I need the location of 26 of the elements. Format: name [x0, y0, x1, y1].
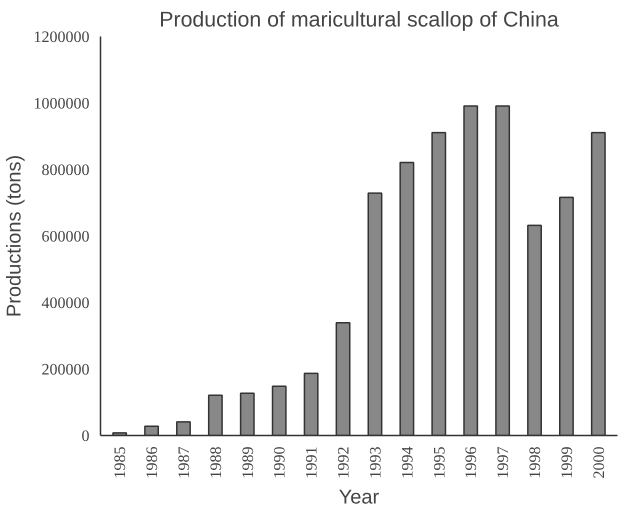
x-tick-label: 1997: [495, 446, 512, 478]
x-tick-label: 1986: [144, 446, 162, 478]
x-tick-label: 2000: [590, 446, 608, 478]
y-tick-label: 1200000: [34, 29, 90, 46]
y-tick-label: 800000: [42, 162, 90, 179]
x-tick-label: 1999: [558, 446, 576, 478]
x-tick-label: 1985: [112, 446, 130, 478]
x-tick-label: 1994: [399, 446, 416, 478]
x-tick-label: 1993: [367, 446, 384, 478]
x-axis-title: Year: [338, 486, 380, 508]
x-tick-label: 1998: [527, 446, 544, 478]
x-tick-label: 1992: [336, 446, 353, 478]
y-tick-label: 600000: [42, 228, 90, 246]
y-tick-label: 400000: [42, 295, 90, 312]
x-tick-label: 1988: [208, 446, 225, 478]
y-tick-label: 200000: [42, 362, 90, 378]
x-tick-label: 1991: [304, 446, 321, 478]
x-tick-label: 1987: [176, 446, 193, 478]
chart-title: Production of maricultural scallop of China: [159, 8, 559, 32]
y-tick-label: 0: [82, 428, 90, 445]
x-tick-label: 1996: [463, 446, 480, 478]
y-tick-label: 1000000: [34, 96, 90, 112]
y-axis-title: Productions (tons): [4, 154, 26, 318]
x-tick-label: 1989: [240, 446, 257, 478]
x-tick-label: 1995: [431, 446, 448, 478]
x-tick-label: 1990: [272, 446, 289, 478]
